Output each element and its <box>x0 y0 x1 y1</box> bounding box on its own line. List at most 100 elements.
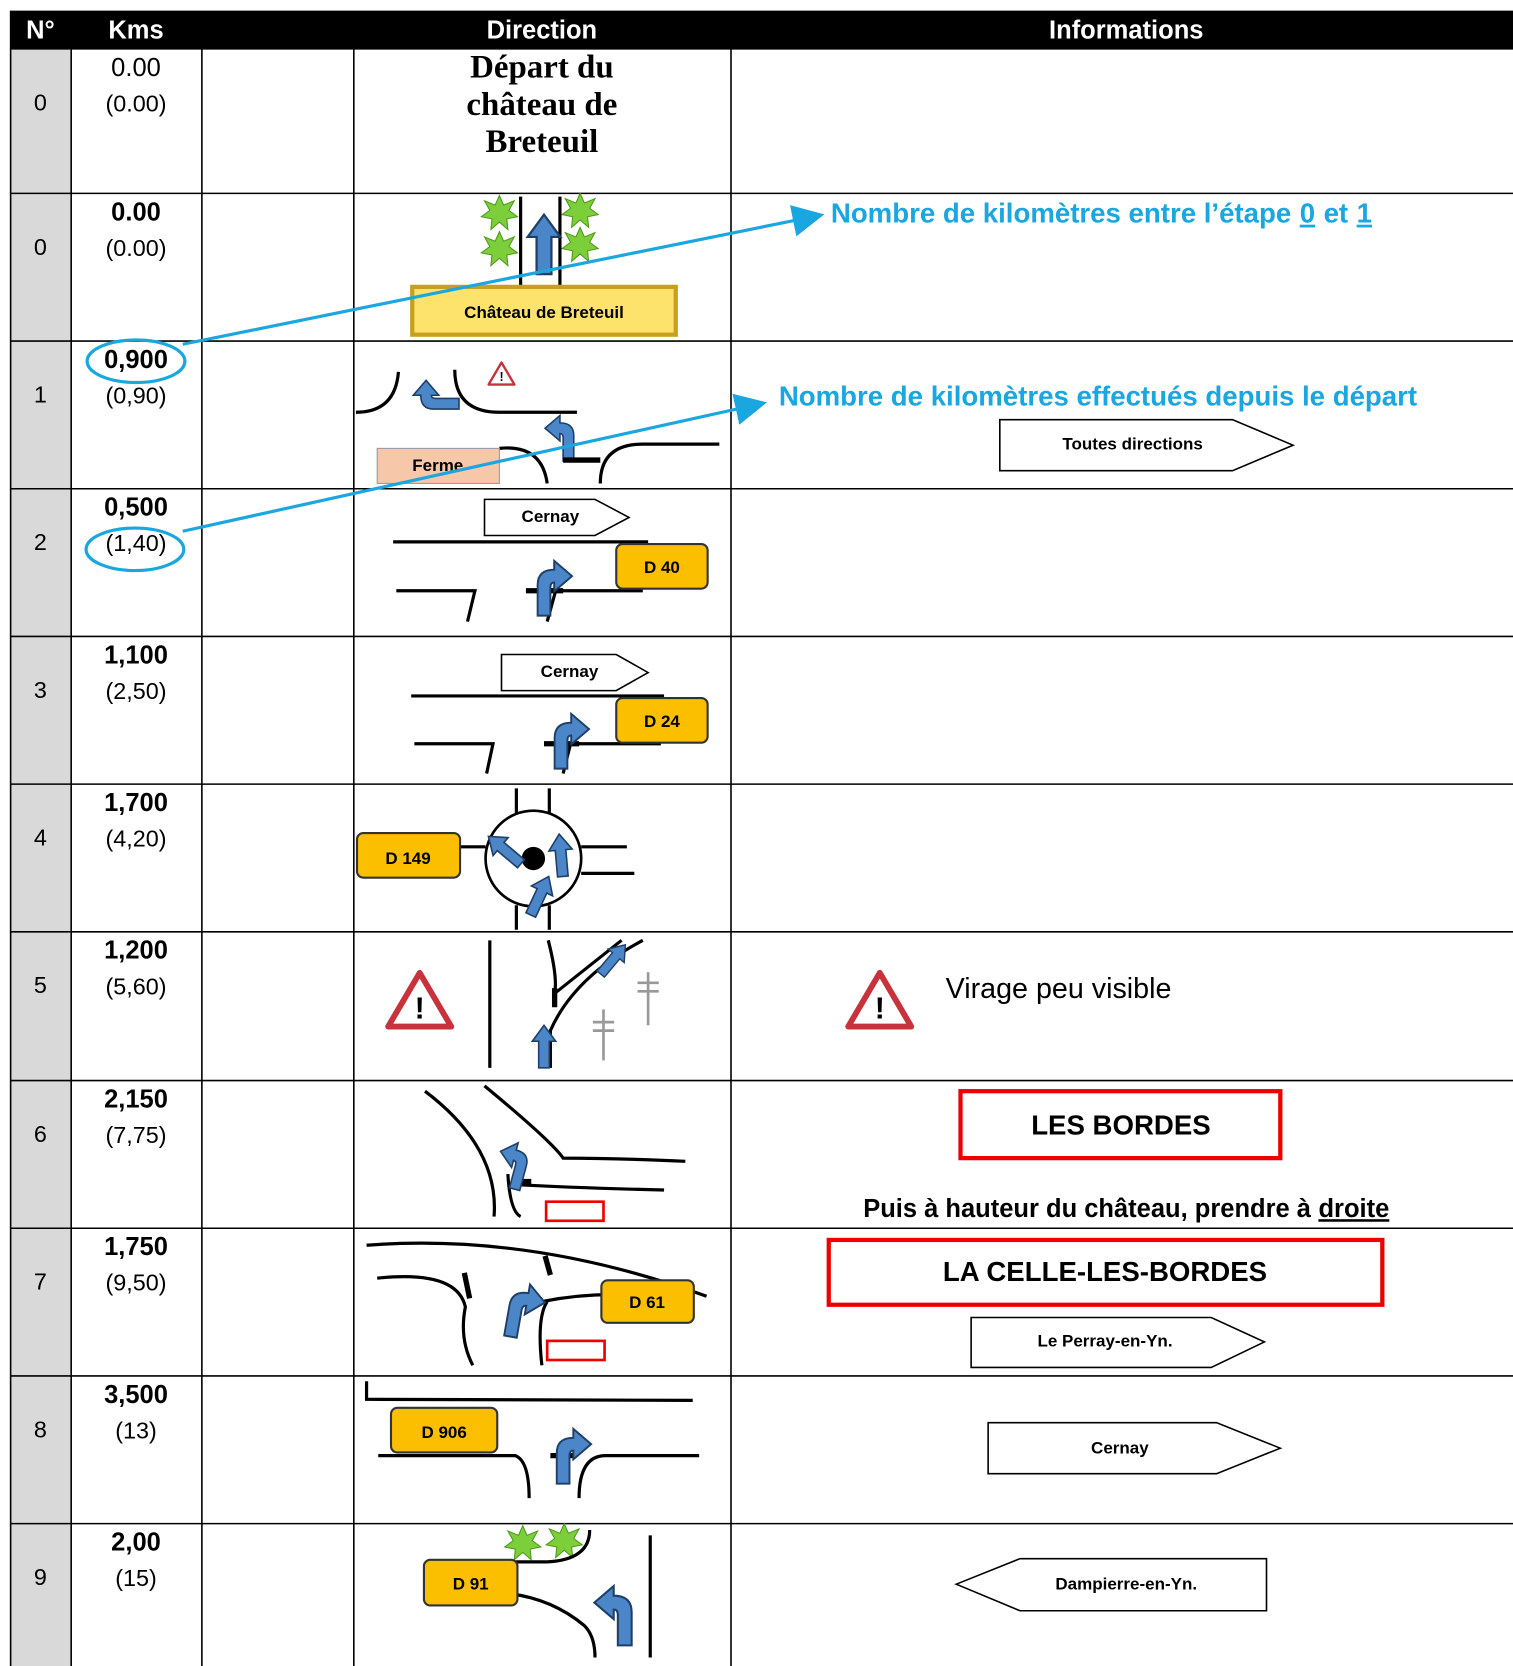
step-total: (5,60) <box>105 973 166 999</box>
shape <box>615 542 709 590</box>
shape <box>182 205 825 346</box>
header-no: N° <box>26 17 55 45</box>
label: et <box>1324 198 1349 229</box>
label: D 91 <box>453 1575 489 1594</box>
shape <box>389 1406 499 1454</box>
shape <box>84 526 186 573</box>
step-km: 0.00 <box>111 54 161 82</box>
callouts: Nombre de kilomètres entre l’étape 0 et 1 N… <box>84 198 1417 573</box>
step-total: (7,75) <box>105 1122 166 1148</box>
step-total: (0.00) <box>105 90 166 116</box>
step-number: 7 <box>34 1269 47 1295</box>
label: Nombre de kilomètres entre l’étape 0 et 1 <box>831 198 1372 229</box>
step-total: (15) <box>115 1565 157 1591</box>
step-km: 1,700 <box>104 789 168 817</box>
label: Virage peu visible <box>946 973 1172 1005</box>
step-km: 3,500 <box>104 1381 168 1409</box>
label: Toutes directions <box>1062 435 1202 454</box>
shape <box>453 369 577 414</box>
info-row2: Toutes directions <box>999 418 1296 472</box>
label: Ferme <box>412 456 463 475</box>
label: Cernay <box>541 662 599 681</box>
shape <box>954 1557 1268 1612</box>
shape <box>487 361 516 386</box>
step-total: (0.00) <box>105 235 166 261</box>
start-title: Départ du château de Breteuil <box>466 50 617 160</box>
step-number: 9 <box>34 1564 47 1590</box>
shape <box>500 653 650 692</box>
shape <box>546 938 644 1068</box>
shape <box>561 226 599 262</box>
shape <box>388 973 451 1027</box>
shape <box>987 1421 1283 1475</box>
diagram-row6: Virage peu visible <box>388 937 1172 1069</box>
shape <box>10 48 72 1666</box>
shape <box>460 788 635 930</box>
diagram-row10: D 91 Dampierre-en-Yn. <box>422 1523 1268 1658</box>
shape <box>561 192 599 228</box>
step-total: (9,50) <box>105 1270 166 1296</box>
step-km: 1,200 <box>104 937 168 965</box>
label: Puis à hauteur du château, prendre à droi… <box>863 1195 1389 1223</box>
label: château de <box>466 87 617 123</box>
shape <box>355 831 462 879</box>
shape <box>542 1255 553 1276</box>
label: D 24 <box>644 712 680 731</box>
shape <box>182 393 767 533</box>
shape <box>412 379 460 410</box>
shape <box>355 371 401 414</box>
shape <box>826 1237 1385 1307</box>
shape <box>521 846 546 871</box>
step-number: 5 <box>34 972 47 998</box>
label: Nombre de kilomètres entre l’étape <box>831 198 1291 229</box>
label: Cernay <box>1091 1439 1149 1458</box>
shape <box>544 1200 605 1223</box>
step-total: (0,90) <box>105 383 166 409</box>
step-total: (13) <box>115 1417 157 1443</box>
shape <box>970 1316 1267 1369</box>
shape <box>85 338 187 385</box>
diagram-row1: Château de Breteuil <box>410 192 678 337</box>
shape <box>848 973 911 1027</box>
label: LES BORDES <box>1031 1110 1211 1141</box>
label: Cernay <box>522 507 580 526</box>
shape <box>592 972 659 1061</box>
step-total: (1,40) <box>105 530 166 556</box>
shape <box>561 742 661 774</box>
info-text: Puis à hauteur du château, prendre à <box>863 1195 1312 1223</box>
label: Nombre de kilomètres effectués depuis le… <box>779 381 1417 412</box>
shape <box>553 712 591 770</box>
step-km: 0,500 <box>104 494 168 522</box>
label: Départ du <box>470 50 614 86</box>
label: D 149 <box>385 849 430 868</box>
shape <box>958 1089 1283 1161</box>
shape <box>376 447 500 484</box>
shape <box>593 1584 633 1647</box>
shape <box>600 1279 695 1324</box>
step-km: 1,750 <box>104 1233 168 1261</box>
step-km: 0,900 <box>104 346 168 374</box>
step-km: 1,100 <box>104 641 168 669</box>
diagram-row3: Cernay D 40 <box>393 498 709 622</box>
step-number: 4 <box>34 825 47 851</box>
step-total: (4,20) <box>105 826 166 852</box>
label: D 61 <box>629 1293 665 1312</box>
step-total: (2,50) <box>105 678 166 704</box>
shape <box>480 231 518 267</box>
shape <box>9 10 732 1666</box>
label: Breteuil <box>485 124 598 160</box>
step-number: 2 <box>34 529 47 555</box>
diagram-row7: LES BORDES Puis à hauteur du château, pr… <box>424 1084 1389 1223</box>
step-number: 0 <box>34 89 47 115</box>
label: D 906 <box>421 1423 466 1442</box>
step-number: 1 <box>34 381 47 407</box>
shape <box>545 589 643 622</box>
header-info: Informations <box>1049 17 1203 45</box>
shape <box>396 589 477 622</box>
step-number: 8 <box>34 1416 47 1442</box>
shape <box>366 1241 708 1367</box>
step-number: 6 <box>34 1121 47 1147</box>
label: 1 <box>1357 198 1372 229</box>
shape <box>509 1529 652 1658</box>
